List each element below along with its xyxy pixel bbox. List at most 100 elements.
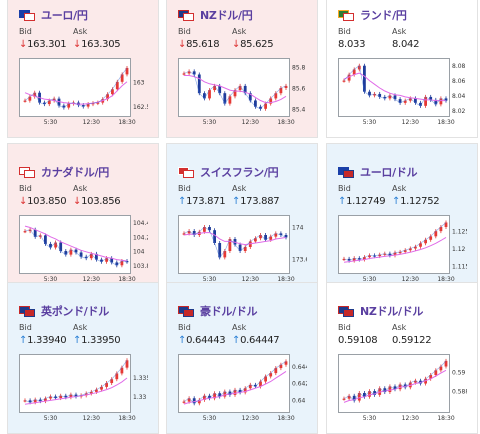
candle-body (213, 393, 216, 399)
y-tick-label: 0.64 (292, 397, 306, 404)
price-chart[interactable]: 104.4 104.2 104 103.8 5:30 12:30 18:30 (19, 215, 148, 283)
candle-body (424, 239, 427, 244)
pair-title[interactable]: 英ポンド/ドル (41, 305, 109, 318)
x-tick-label: 12:30 (242, 119, 259, 126)
candle-body (84, 256, 88, 259)
pair-title[interactable]: ランド/円 (360, 9, 407, 22)
x-tick-label: 5:30 (363, 119, 377, 126)
candle-body (49, 243, 52, 248)
pair-title[interactable]: NZドル/ドル (360, 305, 424, 318)
pair-title[interactable]: ユーロ/円 (41, 9, 88, 22)
ask-value: ↑1.12752 (392, 196, 440, 207)
y-tick-label: 0.59 (452, 370, 466, 377)
candle-body (59, 395, 63, 399)
bid-label: Bid (19, 323, 32, 332)
candle-body (284, 85, 288, 88)
bid-text: 85.618 (186, 39, 220, 50)
price-line (183, 226, 287, 259)
bid-value: 8.033 (338, 39, 365, 50)
bid-label: Bid (19, 27, 32, 36)
candle-body (279, 233, 283, 235)
candle-body (393, 386, 397, 390)
candle-body (424, 96, 427, 106)
bid-value: ↑0.64443 (178, 335, 226, 346)
candle-body (444, 360, 448, 367)
chart-frame (19, 215, 131, 274)
price-chart[interactable]: 1.335 1.33 5:30 12:30 18:30 (19, 354, 148, 422)
pair-title[interactable]: ユーロ/ドル (360, 166, 418, 179)
candle-body (378, 254, 382, 257)
bid-text: 8.033 (338, 39, 366, 50)
candle-body (192, 398, 196, 404)
rate-card-zarjpy[interactable]: ランド/円 Bid Ask 8.033 8.042 8.08 8.06 8.04 8.… (326, 0, 478, 138)
candle-body (383, 388, 387, 393)
rate-card-audusd[interactable]: 豪ドル/ドル Bid Ask ↑0.64443 ↑0.64447 0.6440.… (166, 282, 318, 434)
moving-average-line (343, 236, 447, 263)
card-header: ランド/円 (338, 7, 407, 23)
bid-text: 0.64443 (186, 335, 226, 346)
candle-body (208, 227, 211, 231)
ask-arrow-icon: ↑ (232, 196, 241, 207)
candle-body (218, 85, 222, 94)
ask-value: ↓103.856 (73, 196, 121, 207)
rate-card-nzdusd[interactable]: NZドル/ドル Bid Ask 0.59108 0.59122 0.59 0.58… (326, 282, 478, 434)
price-chart[interactable]: 174 173.6 5:30 12:30 18:30 (178, 215, 307, 283)
candle-body (434, 99, 438, 105)
x-tick-label: 12:30 (242, 276, 259, 283)
candle-body (429, 375, 433, 379)
x-tick-label: 18:30 (437, 276, 454, 283)
candle-body (378, 93, 382, 97)
rate-card-eurusd[interactable]: ユーロ/ドル Bid Ask ↑1.12749 ↑1.12752 1.1251.… (326, 143, 478, 295)
y-tick-label: 1.115 (452, 263, 467, 270)
card-header: 豪ドル/ドル (178, 303, 258, 319)
pair-title[interactable]: スイスフラン/円 (200, 166, 279, 179)
candle-body (342, 398, 346, 400)
rate-card-cadjpy[interactable]: カナダドル/円 Bid Ask ↓103.850 ↓103.856 104.41… (7, 143, 159, 295)
rate-card-chfjpy[interactable]: スイスフラン/円 Bid Ask ↑173.871 ↑173.887 174 17… (166, 143, 318, 295)
candle-body (434, 231, 438, 237)
bid-text: 173.871 (186, 196, 226, 207)
pair-title[interactable]: カナダドル/円 (41, 166, 109, 179)
candle-body (69, 249, 73, 255)
candle-body (74, 249, 78, 253)
bid-label: Bid (19, 184, 32, 193)
candle-body (393, 95, 397, 100)
rate-card-eurjpy[interactable]: ユーロ/円 Bid Ask ↓163.301 ↓163.305 163 162. 5… (7, 0, 159, 138)
candle-body (38, 399, 42, 402)
candle-body (69, 394, 73, 398)
y-tick-label: 162.5 (133, 104, 148, 111)
rate-card-nzdjpy[interactable]: NZドル/円 Bid Ask ↓85.618 ↓85.625 85.8 85.6 8… (166, 0, 318, 138)
candle-body (373, 391, 376, 395)
candle-body (274, 93, 278, 99)
price-chart[interactable]: 0.59 0.588 5:30 12:30 18:30 (338, 354, 467, 422)
x-tick-label: 18:30 (437, 415, 454, 422)
moving-average-line (184, 75, 287, 104)
ask-value: 0.59122 (392, 335, 432, 346)
price-chart[interactable]: 163 162.5 5:30 12:30 18:30 (19, 58, 148, 126)
candle-body (347, 258, 351, 261)
candle-body (111, 89, 114, 95)
ask-text: 163.305 (81, 39, 121, 50)
rate-card-gbpusd[interactable]: 英ポンド/ドル Bid Ask ↑1.33940 ↑1.33950 1.3351… (7, 282, 159, 434)
candle-body (248, 384, 252, 389)
ask-value: ↓163.305 (73, 39, 121, 50)
price-chart[interactable]: 85.8 85.6 85.4 5:30 12:30 18:30 (178, 58, 307, 126)
candle-body (197, 399, 201, 404)
price-chart[interactable]: 1.125 1.12 1.115 5:30 12:30 18:30 (338, 215, 467, 283)
x-tick-label: 12:30 (242, 415, 259, 422)
us-flag-icon (183, 308, 194, 317)
candle-body (223, 251, 227, 258)
pair-title[interactable]: NZドル/円 (200, 9, 253, 22)
flag-icon (178, 305, 194, 317)
candle-body (33, 399, 37, 403)
candle-body (223, 93, 227, 104)
candlestick-chart: 1.125 1.12 1.115 5:30 12:30 18:30 (338, 215, 467, 283)
card-header: スイスフラン/円 (178, 164, 279, 180)
price-chart[interactable]: 8.08 8.06 8.04 8.02 5:30 12:30 18:30 (338, 58, 467, 126)
pair-title[interactable]: 豪ドル/ドル (200, 305, 258, 318)
ask-text: 1.12752 (400, 196, 440, 207)
bid-value: ↓85.618 (178, 39, 220, 50)
candle-body (81, 105, 85, 107)
y-tick-label: 104.2 (133, 234, 148, 241)
price-chart[interactable]: 0.644 0.642 0.64 5:30 12:30 18:30 (178, 354, 307, 422)
